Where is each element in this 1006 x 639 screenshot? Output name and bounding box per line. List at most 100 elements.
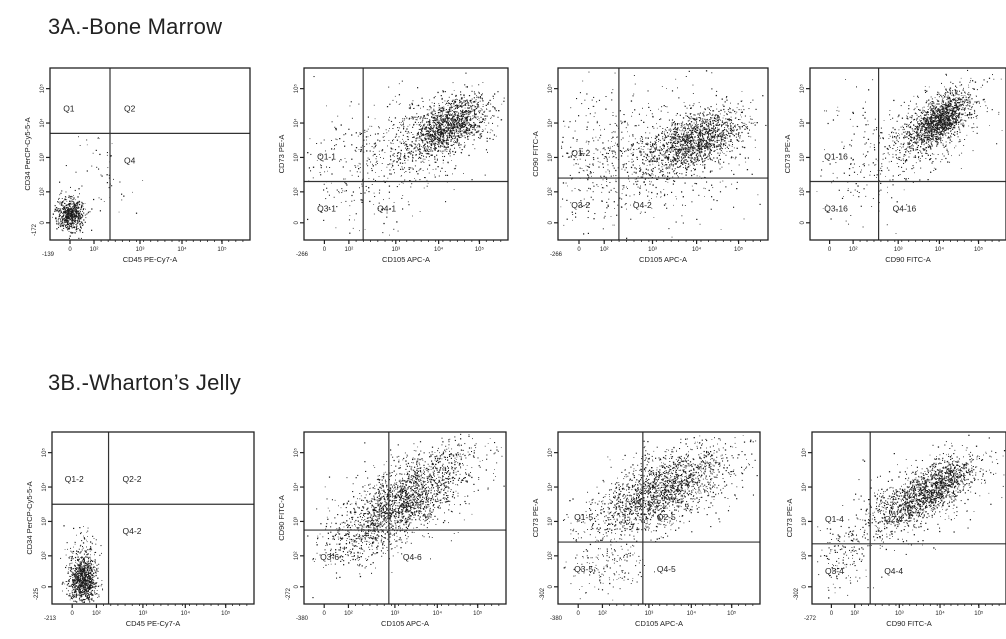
data-point — [431, 135, 434, 137]
data-point — [724, 127, 726, 128]
data-point — [704, 118, 706, 120]
data-point — [684, 142, 686, 144]
data-point — [454, 139, 455, 141]
data-point — [707, 136, 709, 138]
data-point — [433, 114, 435, 116]
data-point — [434, 118, 436, 120]
data-point — [461, 130, 463, 132]
data-point — [77, 196, 79, 198]
data-point — [487, 103, 489, 105]
data-point — [61, 229, 63, 231]
data-point — [415, 138, 417, 140]
data-point — [437, 138, 439, 140]
data-point — [697, 147, 699, 149]
data-point — [443, 155, 446, 158]
data-point — [463, 114, 465, 116]
data-point — [623, 164, 625, 166]
data-point — [562, 136, 564, 138]
data-point — [427, 113, 429, 115]
data-point — [655, 139, 657, 141]
data-point — [452, 114, 454, 116]
data-point — [62, 218, 64, 220]
data-point — [678, 149, 680, 151]
data-point — [667, 159, 669, 161]
data-point — [67, 226, 69, 227]
data-point — [456, 130, 458, 132]
data-point — [692, 163, 694, 165]
data-point — [699, 151, 701, 153]
data-point — [570, 155, 572, 157]
data-point — [486, 137, 488, 139]
data-point — [457, 117, 459, 119]
data-point — [452, 106, 453, 108]
data-point — [662, 131, 664, 132]
data-point — [359, 163, 361, 165]
data-point — [587, 210, 590, 212]
data-point — [457, 135, 459, 138]
data-point — [68, 203, 69, 205]
data-point — [700, 145, 702, 146]
data-point — [458, 134, 460, 137]
data-point — [384, 181, 386, 183]
data-point — [361, 199, 363, 201]
data-point — [75, 226, 77, 228]
data-point — [719, 128, 721, 130]
data-point — [717, 116, 719, 118]
data-point — [678, 123, 680, 125]
data-point — [474, 148, 476, 150]
data-point — [424, 177, 426, 179]
data-point — [474, 93, 476, 95]
data-point — [371, 184, 373, 185]
data-point — [408, 167, 410, 168]
data-point — [623, 185, 625, 187]
data-point — [455, 126, 457, 128]
data-point — [650, 169, 653, 171]
data-point — [81, 201, 83, 203]
data-point — [437, 129, 439, 131]
data-point — [692, 139, 693, 141]
data-point — [106, 174, 108, 176]
data-point — [361, 185, 363, 187]
data-point — [569, 174, 571, 176]
data-point — [718, 136, 720, 138]
data-point — [576, 139, 578, 141]
data-point — [697, 149, 699, 151]
data-point — [696, 126, 698, 127]
data-point — [722, 132, 724, 134]
data-point — [412, 116, 414, 118]
data-point — [426, 130, 428, 132]
data-point — [389, 116, 390, 118]
data-point — [450, 119, 452, 121]
data-point — [652, 115, 654, 118]
data-point — [437, 166, 439, 168]
data-point — [83, 208, 85, 210]
data-point — [453, 111, 456, 113]
data-point — [718, 139, 720, 142]
data-point — [674, 123, 677, 125]
data-point — [668, 157, 670, 159]
data-point — [691, 201, 693, 203]
data-point — [455, 128, 457, 130]
data-point — [612, 146, 613, 147]
data-point — [679, 173, 681, 175]
data-point — [80, 237, 82, 239]
data-point — [425, 127, 427, 129]
data-point — [609, 182, 611, 184]
data-point — [432, 114, 434, 116]
data-point — [89, 211, 91, 213]
data-point — [483, 119, 485, 121]
data-point — [707, 132, 709, 134]
data-point — [82, 214, 84, 216]
data-point — [349, 105, 351, 107]
data-point — [672, 183, 675, 185]
data-point — [705, 143, 707, 145]
data-point — [714, 136, 716, 138]
data-point — [457, 114, 459, 116]
data-point — [652, 143, 654, 146]
data-point — [661, 159, 663, 162]
data-point — [73, 203, 75, 205]
data-point — [705, 157, 707, 159]
data-point — [77, 222, 79, 224]
data-point — [697, 144, 699, 146]
